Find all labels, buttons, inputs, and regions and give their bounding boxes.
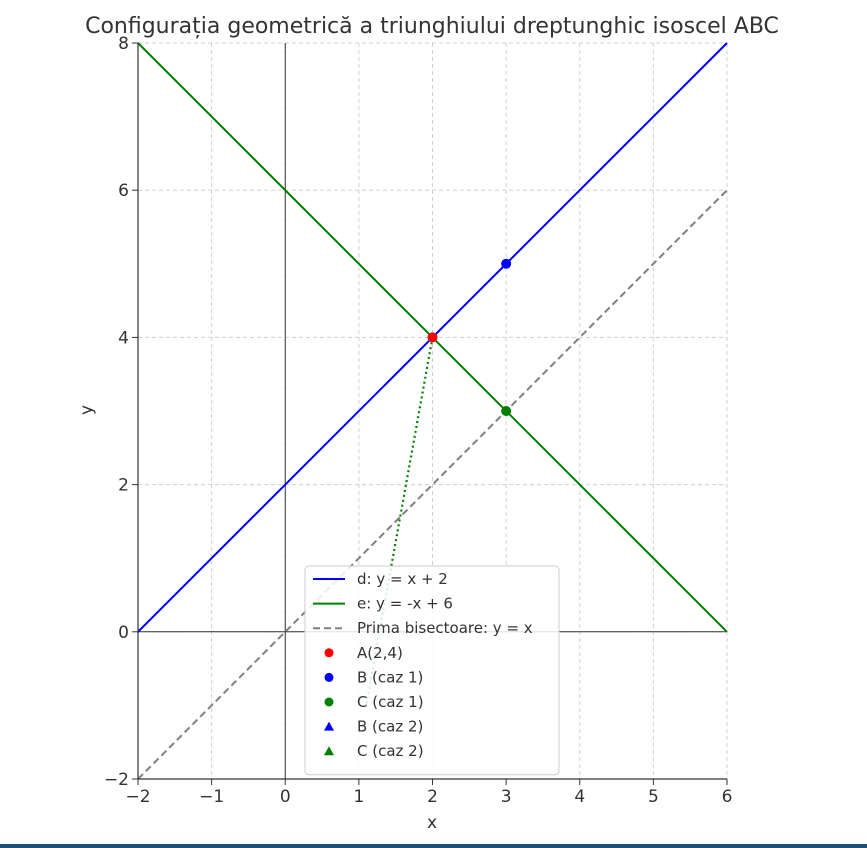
x-tick-label: 4 (574, 787, 585, 807)
x-tick-label: −2 (125, 787, 150, 807)
legend-marker-swatch (324, 746, 334, 756)
x-tick-label: 5 (648, 787, 659, 807)
data-point (501, 406, 512, 416)
legend-label: A(2,4) (357, 644, 403, 662)
y-tick-label: 2 (118, 476, 129, 496)
x-tick-label: 6 (722, 787, 733, 807)
x-tick-label: 2 (427, 787, 438, 807)
legend-box (304, 565, 560, 776)
legend-label: e: y = -x + 6 (357, 595, 453, 613)
window-bottom-bar (0, 844, 867, 848)
legend-label: B (caz 2) (357, 718, 423, 736)
y-axis-label: y (77, 405, 97, 415)
legend-label: d: y = x + 2 (357, 570, 448, 588)
y-tick-label: 6 (118, 181, 129, 201)
legend-marker-swatch (324, 648, 334, 658)
x-axis-label: x (427, 813, 437, 833)
legend-label: C (caz 2) (357, 742, 424, 760)
data-point (501, 258, 512, 269)
y-tick-label: 0 (118, 623, 129, 643)
legend-marker-swatch (324, 697, 334, 707)
x-tick-label: 3 (501, 787, 512, 807)
grid (137, 42, 728, 780)
data-points (427, 258, 512, 416)
legend-label: Prima bisectoare: y = x (357, 619, 533, 637)
y-tick-label: 4 (118, 328, 129, 348)
axis-ticks: −2 −1 0 1 2 3 4 5 6 −2 0 2 4 6 8 (104, 34, 732, 807)
legend-marker-swatch (324, 672, 334, 682)
legend: d: y = x + 2 e: y = -x + 6 Prima bisectoar… (304, 565, 560, 776)
x-tick-label: 0 (280, 787, 291, 807)
chart-title: Configurația geometrică a triunghiului d… (85, 14, 779, 39)
y-tick-label: −2 (104, 770, 129, 790)
y-tick-label: 8 (118, 34, 129, 54)
x-tick-label: 1 (353, 787, 364, 807)
x-tick-label: −1 (199, 787, 224, 807)
series-line (137, 189, 728, 780)
legend-label: B (caz 1) (357, 668, 423, 686)
legend-label: C (caz 1) (357, 693, 424, 711)
data-point (427, 332, 438, 343)
legend-marker-swatch (324, 721, 334, 731)
